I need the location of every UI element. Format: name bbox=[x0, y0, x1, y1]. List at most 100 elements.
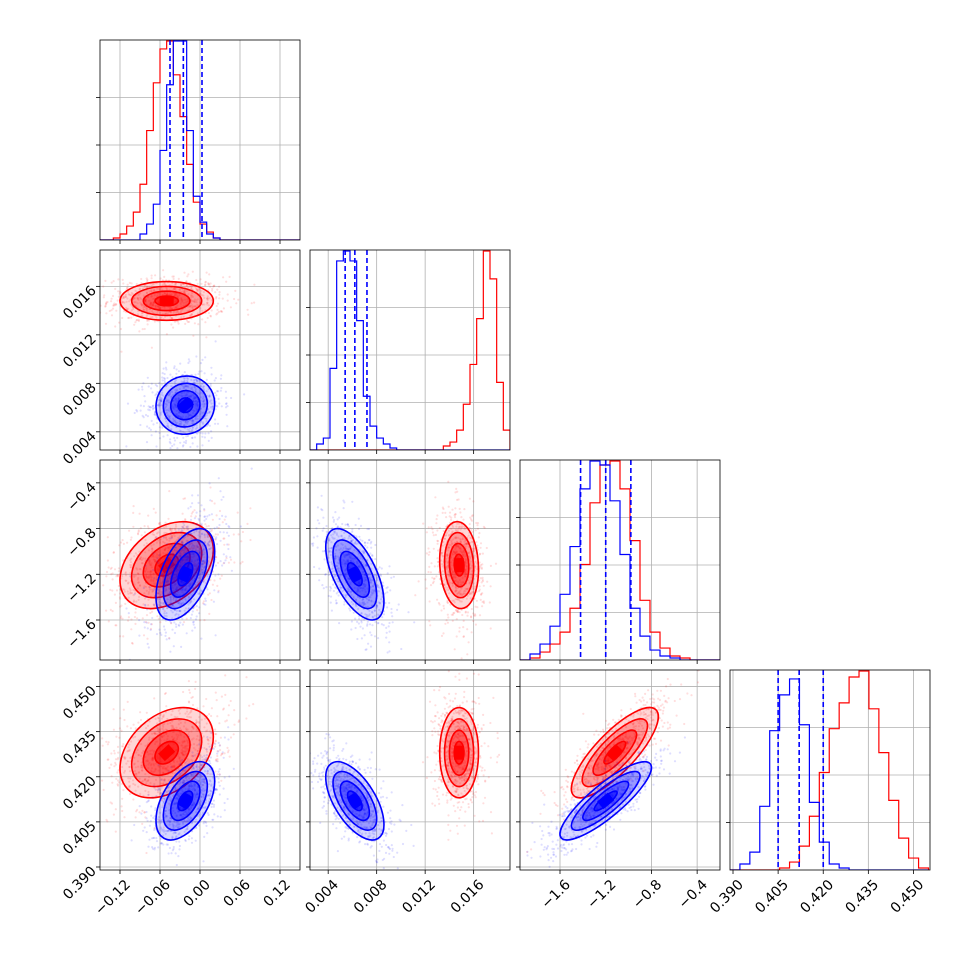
sample-point-red bbox=[186, 275, 189, 278]
sample-point-blue bbox=[207, 411, 211, 415]
sample-point-red bbox=[452, 612, 455, 615]
sample-point-red bbox=[179, 303, 182, 306]
sample-point-red bbox=[222, 307, 225, 310]
sample-point-blue bbox=[167, 424, 170, 427]
sample-point-blue bbox=[163, 372, 166, 376]
sample-point-red bbox=[181, 290, 184, 293]
sample-point-blue bbox=[182, 381, 185, 384]
sample-point-red bbox=[470, 616, 473, 619]
sample-point-blue bbox=[174, 404, 177, 407]
sample-point-blue bbox=[197, 549, 201, 552]
sample-point-blue bbox=[181, 562, 184, 565]
sample-point-red bbox=[185, 285, 189, 288]
sample-point-red bbox=[156, 550, 160, 553]
sample-point-red bbox=[136, 318, 139, 322]
sample-point-blue bbox=[215, 536, 218, 539]
sample-point-red bbox=[117, 769, 120, 772]
sample-point-red bbox=[181, 299, 184, 302]
sample-point-blue bbox=[359, 524, 363, 528]
sample-point-red bbox=[459, 537, 462, 540]
sample-point-red bbox=[478, 585, 481, 588]
sample-point-red bbox=[185, 525, 188, 528]
sample-point-red bbox=[159, 742, 162, 745]
sample-point-blue bbox=[374, 558, 377, 561]
sample-point-blue bbox=[181, 558, 185, 561]
sample-point-blue bbox=[151, 404, 154, 407]
sample-point-blue bbox=[336, 561, 339, 564]
sample-point-blue bbox=[339, 588, 342, 591]
sample-point-red bbox=[165, 525, 168, 528]
sample-point-blue bbox=[175, 546, 178, 549]
sample-point-blue bbox=[141, 388, 144, 391]
sample-point-blue bbox=[148, 427, 151, 430]
sample-point-red bbox=[180, 283, 183, 286]
sample-point-red bbox=[481, 563, 484, 566]
sample-point-blue bbox=[169, 442, 172, 445]
sample-point-red bbox=[102, 296, 105, 299]
sample-point-blue bbox=[174, 419, 177, 422]
sample-point-red bbox=[444, 534, 447, 537]
sample-point-blue bbox=[226, 405, 229, 408]
sample-point-red bbox=[162, 576, 165, 580]
sample-point-red bbox=[213, 579, 216, 582]
sample-point-blue bbox=[362, 563, 365, 566]
sample-point-red bbox=[190, 287, 193, 290]
sample-point-blue bbox=[344, 573, 347, 576]
sample-point-blue bbox=[160, 393, 163, 396]
sample-point-blue bbox=[169, 598, 172, 601]
sample-point-blue bbox=[125, 445, 128, 448]
sample-point-blue bbox=[372, 591, 375, 595]
sample-point-red bbox=[178, 544, 181, 548]
sample-point-blue bbox=[222, 455, 224, 457]
sample-point-red bbox=[467, 641, 470, 644]
sample-point-red bbox=[211, 287, 214, 290]
sample-point-red bbox=[165, 589, 168, 592]
sample-point-blue bbox=[334, 557, 338, 560]
sample-point-red bbox=[198, 536, 201, 539]
sample-point-blue bbox=[372, 585, 375, 588]
sample-point-red bbox=[474, 605, 477, 608]
sample-point-blue bbox=[188, 559, 191, 562]
sample-point-red bbox=[447, 534, 451, 537]
sample-point-red bbox=[144, 620, 147, 624]
sample-point-red bbox=[106, 559, 109, 562]
sample-point-red bbox=[142, 634, 146, 637]
sample-point-red bbox=[157, 305, 160, 308]
sample-point-red bbox=[160, 315, 163, 318]
sample-point-red bbox=[158, 287, 161, 291]
sample-point-red bbox=[92, 310, 94, 312]
sample-point-blue bbox=[180, 534, 183, 537]
sample-point-blue bbox=[201, 383, 204, 386]
sample-point-blue bbox=[335, 545, 338, 548]
sample-point-blue bbox=[181, 589, 184, 592]
sample-point-blue bbox=[210, 373, 213, 376]
sample-point-red bbox=[194, 563, 197, 566]
sample-point-red bbox=[126, 582, 130, 585]
sample-point-red bbox=[485, 546, 488, 550]
sample-point-blue bbox=[345, 562, 348, 566]
sample-point-blue bbox=[325, 530, 328, 534]
sample-point-red bbox=[118, 727, 121, 730]
sample-point-red bbox=[253, 301, 256, 304]
sample-point-red bbox=[165, 767, 168, 771]
sample-point-blue bbox=[146, 376, 149, 379]
sample-point-blue bbox=[171, 603, 174, 607]
sample-point-blue bbox=[363, 634, 366, 637]
sample-point-blue bbox=[350, 559, 353, 563]
sample-point-blue bbox=[344, 575, 348, 578]
sample-point-red bbox=[183, 298, 186, 301]
sample-point-red bbox=[155, 316, 158, 319]
sample-point-red bbox=[204, 284, 207, 287]
sample-point-blue bbox=[207, 544, 211, 547]
sample-point-red bbox=[459, 540, 463, 544]
sample-point-red bbox=[154, 306, 157, 309]
sample-point-red bbox=[129, 538, 132, 541]
sample-point-blue bbox=[158, 628, 161, 631]
sample-point-red bbox=[132, 574, 136, 577]
sample-point-red bbox=[190, 299, 193, 302]
sample-point-red bbox=[140, 558, 143, 562]
sample-point-blue bbox=[331, 567, 334, 570]
sample-point-red bbox=[472, 500, 475, 503]
sample-point-blue bbox=[322, 587, 325, 590]
sample-point-red bbox=[217, 561, 220, 565]
